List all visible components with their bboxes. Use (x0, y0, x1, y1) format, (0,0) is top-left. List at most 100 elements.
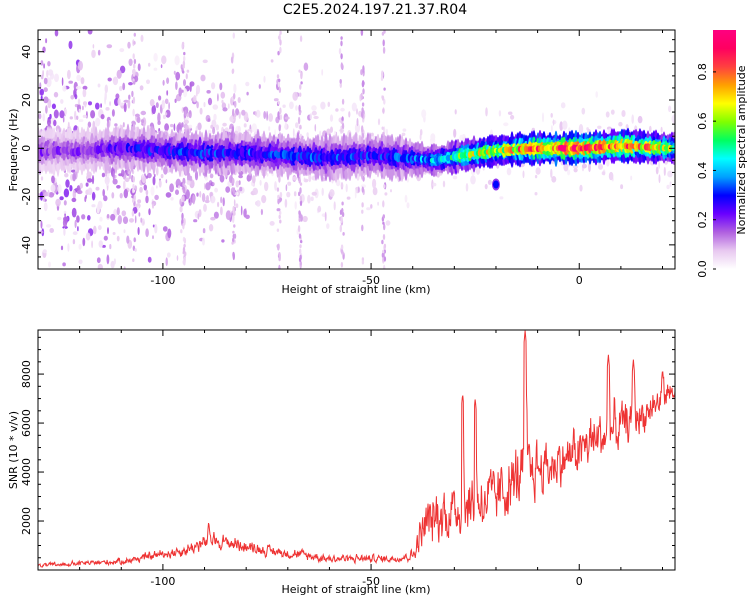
spectral-speckle (595, 91, 598, 98)
spectral-speckle (60, 99, 64, 104)
spectral-speckle (274, 181, 277, 191)
spectral-speckle (263, 75, 266, 83)
colorbar-tick-label: 0.4 (696, 162, 709, 180)
spectral-streak (278, 214, 281, 219)
spectral-streak (232, 216, 235, 223)
spectral-speckle (148, 62, 151, 67)
spectral-streak (133, 58, 137, 65)
spectral-speckle (239, 186, 243, 192)
spectral-speckle (345, 183, 348, 193)
spectral-speckle (103, 235, 108, 241)
spectral-streak (382, 214, 385, 219)
spectral-speckle (206, 90, 211, 94)
spectral-speckle (153, 67, 158, 71)
spectral-speckle (121, 169, 125, 178)
spectral-speckle (202, 59, 208, 64)
spectral-streak (298, 111, 302, 116)
spectral-speckle (404, 194, 408, 203)
spectral-streak (361, 80, 365, 88)
spectral-speckle (124, 177, 130, 183)
spectral-speckle (78, 119, 84, 123)
spectral-speckle (38, 230, 44, 234)
spectral-speckle (442, 180, 446, 188)
spectral-speckle (82, 88, 87, 98)
spectral-speckle (127, 99, 131, 109)
spectral-streak (182, 60, 186, 67)
spectral-speckle (385, 220, 391, 226)
spectral-speckle (310, 196, 314, 202)
spectral-speckle (606, 159, 610, 167)
spectral-speckle (306, 132, 309, 137)
spectral-speckle (321, 187, 324, 196)
spectral-speckle (69, 185, 73, 192)
spectral-streak (340, 182, 344, 189)
spectral-speckle (245, 214, 250, 219)
spectral-speckle (72, 189, 77, 200)
spectral-streak (279, 46, 282, 54)
spectral-speckle (153, 52, 158, 62)
spectral-speckle (551, 125, 553, 132)
spectral-speckle (618, 121, 623, 127)
spectral-speckle (235, 203, 239, 208)
spectral-speckle (145, 175, 149, 179)
spectral-streak (279, 114, 283, 121)
colorbar-gradient (713, 30, 736, 269)
spectral-speckle (560, 102, 566, 109)
spectral-speckle (112, 170, 115, 181)
spectral-speckle (326, 223, 330, 230)
spectral-speckle (156, 185, 158, 189)
spectral-speckle (119, 65, 126, 74)
spectral-speckle (235, 108, 240, 116)
spectral-speckle (183, 88, 188, 98)
spectral-speckle (259, 179, 262, 186)
spectral-speckle (147, 256, 152, 263)
y-tick-label: 40 (20, 45, 33, 59)
spectral-speckle (97, 49, 101, 56)
spectral-streak (383, 243, 387, 249)
spectral-speckle (598, 163, 603, 170)
spectral-streak (340, 40, 343, 47)
spectral-speckle (205, 182, 211, 191)
spectral-speckle (109, 101, 111, 106)
spectral-streak (340, 120, 343, 124)
spectral-streak (382, 221, 385, 225)
spectral-streak (182, 222, 185, 230)
spectral-streak (299, 124, 302, 130)
spectral-streak (278, 252, 281, 257)
spectral-streak (300, 81, 303, 85)
spectral-streak (361, 186, 364, 193)
spectral-speckle (189, 179, 195, 189)
spectral-speckle (402, 128, 407, 132)
spectral-speckle (129, 218, 134, 223)
spectral-speckle (116, 207, 120, 216)
spectral-speckle (174, 98, 177, 104)
spectral-streak (132, 123, 136, 131)
spectral-speckle (251, 123, 257, 133)
spectral-speckle (567, 169, 571, 176)
spectral-speckle (199, 107, 203, 115)
spectral-speckle (660, 126, 663, 133)
spectral-speckle (436, 173, 440, 178)
spectral-streak (361, 125, 364, 133)
spectral-speckle (183, 79, 186, 87)
spectral-speckle (39, 191, 43, 201)
spectral-speckle (62, 85, 67, 92)
spectral-speckle (43, 202, 48, 212)
spectral-speckle (77, 60, 83, 71)
spectral-speckle (78, 259, 83, 265)
spectral-speckle (197, 213, 200, 220)
spectral-speckle (303, 62, 309, 71)
spectral-speckle (155, 102, 159, 109)
spectral-speckle (166, 252, 171, 258)
spectral-streak (382, 108, 385, 113)
spectral-streak (232, 205, 235, 213)
spectral-streak (133, 41, 136, 45)
spectral-speckle (119, 102, 125, 106)
spectral-speckle (188, 198, 191, 203)
spectral-speckle (106, 254, 110, 265)
spectral-speckle (203, 102, 206, 108)
spectral-speckle (103, 195, 108, 202)
spectral-speckle (46, 224, 52, 228)
spectral-speckle (63, 210, 67, 214)
spectral-speckle (658, 174, 661, 184)
